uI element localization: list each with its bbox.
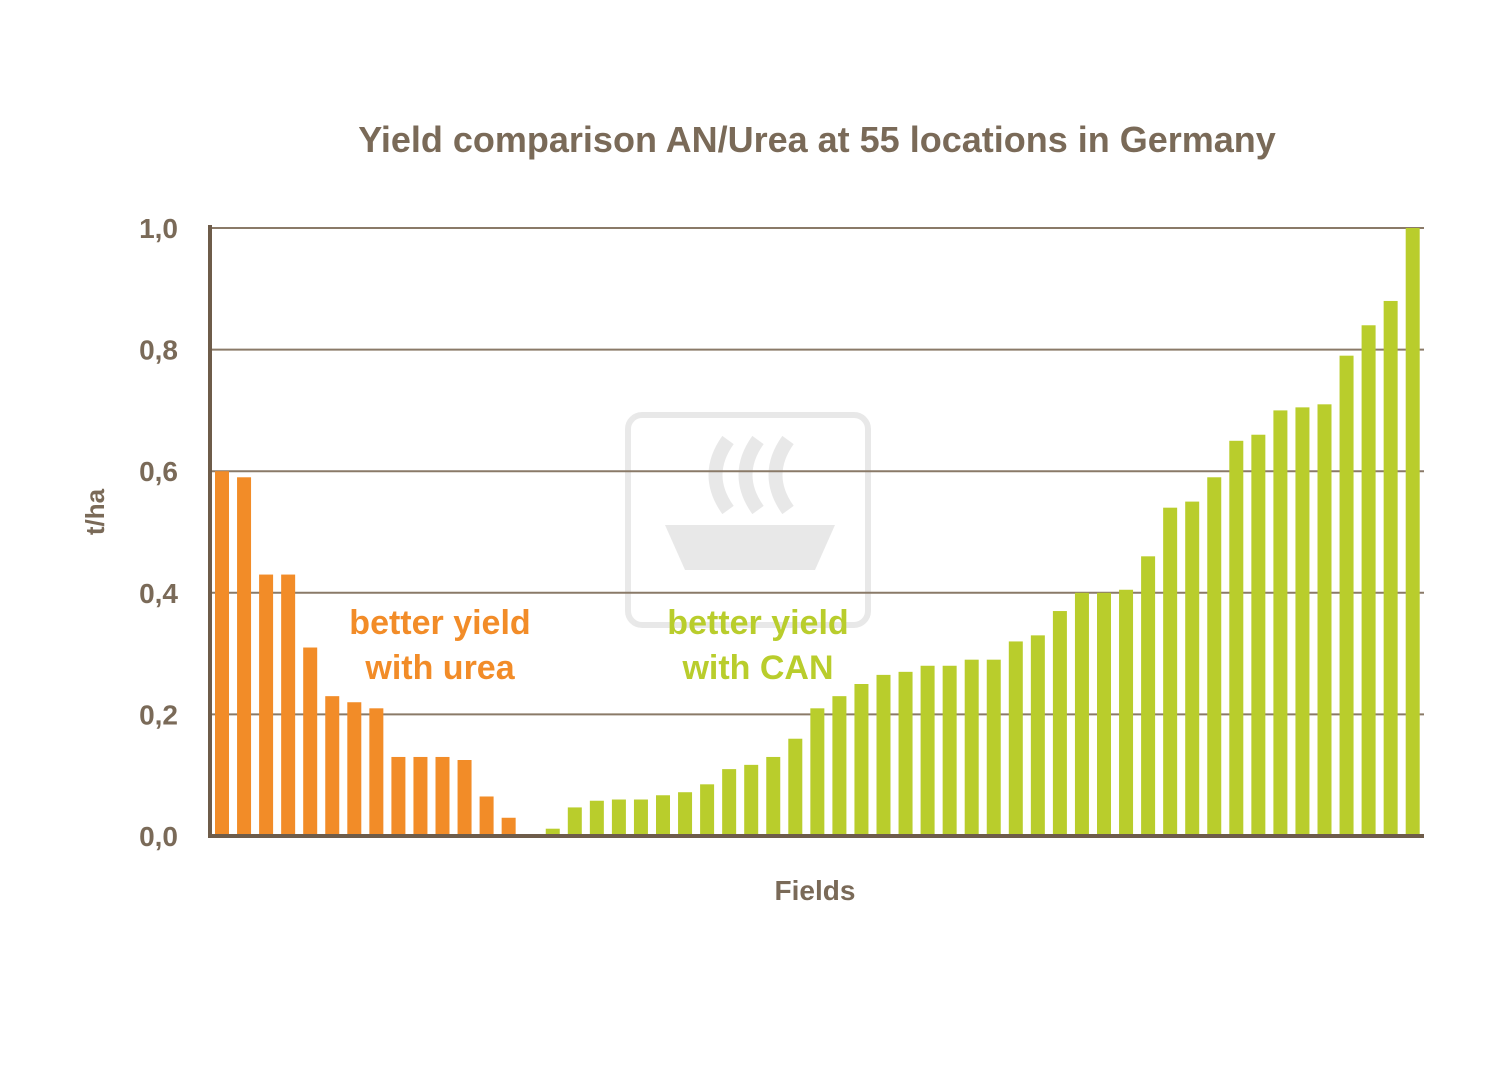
y-axis-label: t/ha — [80, 488, 110, 535]
annotation-urea-line2: with urea — [364, 649, 515, 687]
bar — [1361, 325, 1376, 836]
bar — [832, 696, 847, 836]
bar — [810, 708, 825, 836]
bar — [347, 702, 362, 836]
bar — [1383, 300, 1398, 837]
bar — [1229, 440, 1244, 836]
bar — [964, 659, 979, 836]
bar — [1405, 228, 1420, 836]
y-tick-label: 0,8 — [139, 335, 178, 366]
bar — [986, 659, 1001, 836]
bar — [325, 696, 340, 836]
bar — [369, 708, 384, 836]
watermark-logo — [625, 412, 871, 628]
y-tick-label: 0,2 — [139, 699, 178, 730]
bar — [854, 684, 869, 836]
bar — [1295, 407, 1310, 836]
y-tick-label: 0,4 — [139, 578, 178, 609]
y-tick-label: 1,0 — [139, 213, 178, 244]
bar — [1251, 434, 1266, 836]
bar — [766, 756, 781, 836]
bar — [611, 799, 626, 836]
bar — [1119, 589, 1134, 836]
bar — [1317, 404, 1332, 836]
bar — [656, 795, 670, 836]
bars — [215, 228, 1420, 837]
bar — [545, 828, 560, 836]
bar — [589, 800, 604, 836]
bar — [479, 796, 494, 836]
bar — [281, 574, 296, 836]
y-tick-labels: 0,0 0,2 0,4 0,6 0,8 1,0 — [139, 213, 178, 852]
bar — [1097, 592, 1111, 836]
bar — [1141, 556, 1156, 836]
bar — [1273, 410, 1288, 836]
bar — [1207, 477, 1222, 836]
bar — [700, 784, 715, 836]
bar — [898, 671, 913, 836]
bar — [722, 769, 737, 836]
x-axis-label: Fields — [775, 875, 856, 906]
annotation-can-line2: with CAN — [681, 649, 833, 687]
y-tick-label: 0,6 — [139, 456, 178, 487]
bar — [567, 807, 582, 836]
bar — [215, 471, 229, 836]
bar — [1339, 355, 1354, 836]
bar — [1074, 592, 1089, 836]
bar — [942, 665, 957, 836]
bar — [413, 756, 428, 836]
annotation-can-line1: better yield — [667, 604, 848, 642]
bar — [303, 647, 318, 836]
bar — [391, 756, 406, 836]
bar — [788, 738, 803, 836]
bar — [876, 674, 891, 836]
bar — [237, 477, 252, 836]
bar — [744, 764, 759, 836]
bar — [1185, 501, 1200, 836]
bar — [678, 792, 693, 836]
bar — [457, 760, 472, 836]
bar — [1052, 611, 1067, 836]
y-tick-label: 0,0 — [139, 821, 178, 852]
bar — [633, 799, 648, 836]
annotation-urea-line1: better yield — [349, 604, 530, 642]
bar — [501, 817, 516, 836]
bar — [435, 756, 450, 836]
bar — [1163, 507, 1178, 836]
chart-title: Yield comparison AN/Urea at 55 locations… — [358, 119, 1276, 160]
bar — [920, 665, 935, 836]
bar — [1030, 635, 1045, 836]
bar — [1008, 641, 1023, 836]
bar — [259, 574, 274, 836]
